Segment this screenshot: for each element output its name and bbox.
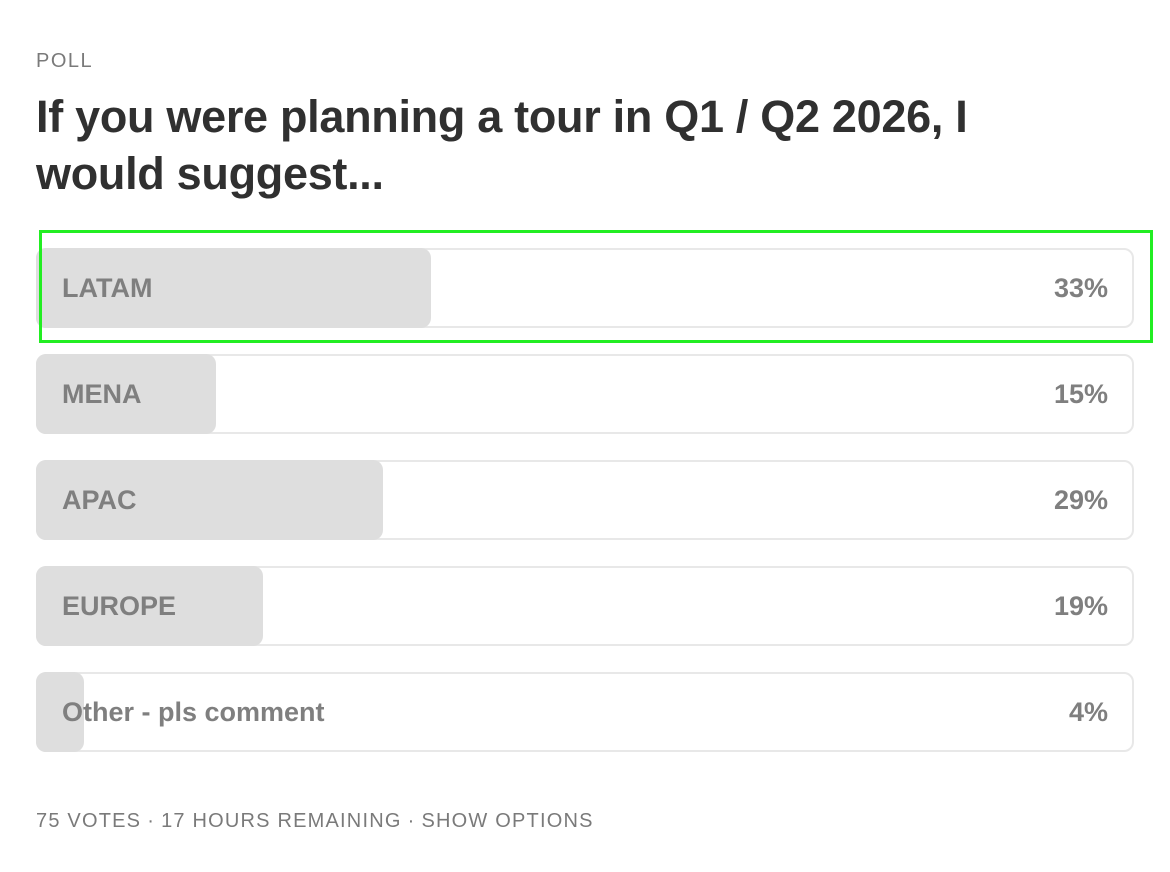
option-label: LATAM — [62, 273, 153, 303]
option-label: Other - pls comment — [62, 697, 325, 727]
option-percent: 33% — [1053, 273, 1108, 303]
poll-option-europe[interactable]: EUROPE 19% — [36, 566, 1134, 646]
option-label: APAC — [62, 485, 137, 515]
option-percent: 19% — [1053, 591, 1108, 621]
option-result-bar — [36, 672, 84, 752]
poll-option-mena[interactable]: MENA 15% — [36, 354, 1134, 434]
option-result-bar — [36, 566, 263, 646]
poll-option-apac[interactable]: APAC 29% — [36, 460, 1134, 540]
option-percent: 15% — [1053, 379, 1108, 409]
show-options-link[interactable]: SHOW OPTIONS — [421, 810, 594, 832]
footer-separator: · — [407, 810, 416, 832]
poll-question: If you were planning a tour in Q1 / Q2 2… — [36, 91, 968, 199]
option-percent: 29% — [1053, 485, 1108, 515]
option-label: MENA — [62, 379, 142, 409]
poll-label: POLL — [36, 50, 94, 72]
option-result-bar — [36, 354, 216, 434]
option-label: EUROPE — [62, 591, 177, 621]
option-result-bar — [36, 460, 383, 540]
option-percent: 4% — [1068, 697, 1108, 727]
poll-option-latam[interactable]: LATAM 33% — [36, 248, 1134, 328]
poll-options: LATAM 33% MENA 15% APAC 29% EUROPE 19% O… — [36, 248, 1134, 778]
poll-footer: 75 VOTES · 17 HOURS REMAINING · SHOW OPTIONS — [36, 810, 594, 833]
footer-separator: · — [147, 810, 156, 832]
time-remaining: 17 HOURS REMAINING — [161, 810, 402, 832]
vote-count: 75 VOTES — [36, 810, 142, 832]
option-result-bar — [36, 248, 431, 328]
poll-option-other[interactable]: Other - pls comment 4% — [36, 672, 1134, 752]
